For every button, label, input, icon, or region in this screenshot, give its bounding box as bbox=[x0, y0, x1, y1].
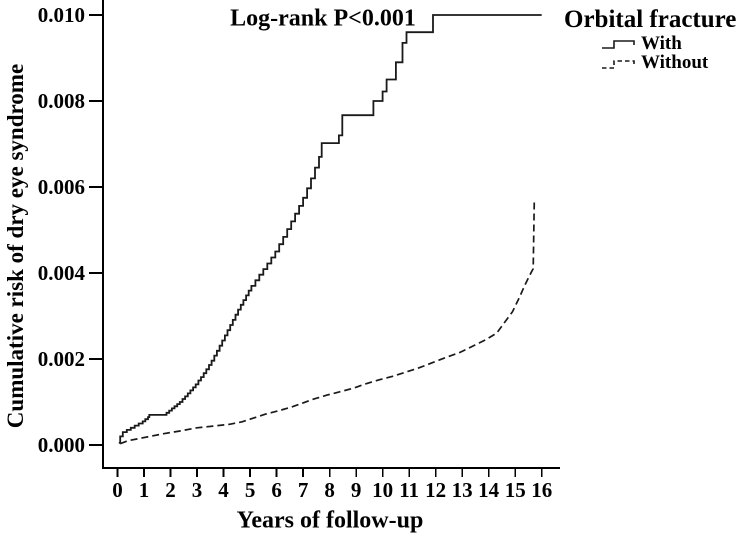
legend-label-without: Without bbox=[641, 51, 709, 73]
legend-label-with: With bbox=[641, 32, 682, 54]
x-tick-label: 7 bbox=[298, 478, 309, 502]
x-axis-title: Years of follow-up bbox=[236, 507, 424, 534]
y-tick-label: 0.010 bbox=[38, 3, 85, 27]
y-tick-label: 0.008 bbox=[38, 89, 85, 113]
y-axis-title: Cumulative risk of dry eye syndrome bbox=[3, 63, 28, 429]
x-tick-label: 1 bbox=[139, 478, 150, 502]
x-tick-label: 8 bbox=[324, 478, 335, 502]
annotation-logrank: Log-rank P<0.001 bbox=[230, 5, 416, 32]
x-tick-label: 3 bbox=[192, 478, 203, 502]
y-tick-label: 0.000 bbox=[38, 433, 85, 457]
x-tick-label: 6 bbox=[271, 478, 282, 502]
x-tick-label: 4 bbox=[218, 478, 229, 502]
x-tick-label: 0 bbox=[112, 478, 123, 502]
legend: Orbital fracture With Without bbox=[564, 6, 737, 73]
curve-with bbox=[118, 14, 542, 444]
y-tick-label: 0.002 bbox=[38, 347, 85, 371]
x-tick-label: 15 bbox=[505, 478, 526, 502]
curve-without bbox=[119, 199, 536, 445]
y-tick-label: 0.004 bbox=[38, 261, 86, 285]
x-tick-label: 12 bbox=[425, 478, 446, 502]
dashed-line-sample-icon bbox=[602, 59, 635, 69]
x-tick-label: 2 bbox=[165, 478, 176, 502]
x-tick-label: 14 bbox=[478, 478, 500, 502]
x-tick-label: 16 bbox=[531, 478, 552, 502]
x-tick-label: 11 bbox=[399, 478, 419, 502]
legend-item-with: With bbox=[601, 32, 736, 54]
x-tick-label: 5 bbox=[245, 478, 256, 502]
x-tick-label: 10 bbox=[372, 478, 393, 502]
x-tick-label: 9 bbox=[351, 478, 362, 502]
solid-line-sample-icon bbox=[602, 39, 635, 49]
y-tick-label: 0.006 bbox=[38, 175, 85, 199]
x-tick-label: 13 bbox=[452, 478, 473, 502]
legend-title: Orbital fracture bbox=[564, 6, 737, 33]
legend-item-without: Without bbox=[601, 51, 736, 73]
